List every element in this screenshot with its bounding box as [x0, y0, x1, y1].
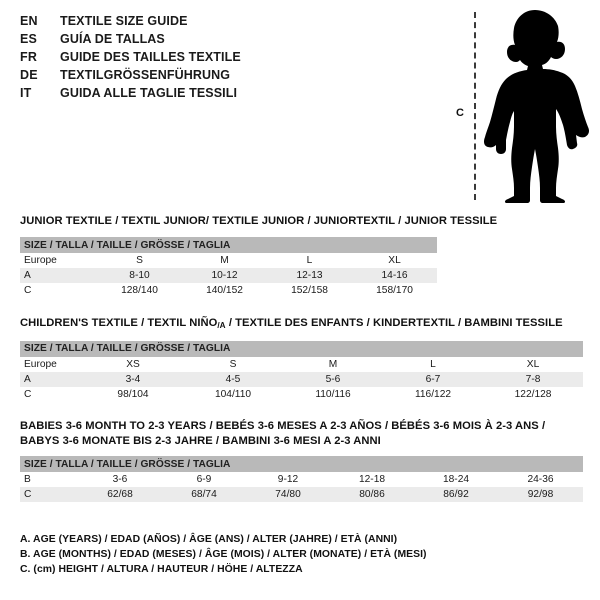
height-measure-line: [474, 12, 476, 200]
cell: 80/86: [330, 487, 414, 502]
table-header-row: SIZE / TALLA / TAILLE / GRÖSSE / TAGLIA: [20, 340, 584, 357]
language-title: GUÍA DE TALLAS: [60, 32, 165, 46]
section-title-children: CHILDREN'S TEXTILE / TEXTIL NIÑO/A / TEX…: [20, 316, 585, 333]
legend-block: A. AGE (YEARS) / EDAD (AÑOS) / ÂGE (ANS)…: [20, 532, 580, 577]
cell: 8-10: [97, 268, 182, 283]
language-row: DE TEXTILGRÖSSENFÜHRUNG: [20, 66, 440, 84]
table-row: C 62/68 68/74 74/80 80/86 86/92 92/98: [20, 487, 584, 502]
title-part-suffix: / TEXTILE DES ENFANTS / KINDERTEXTIL / B…: [225, 317, 563, 329]
cell: 92/98: [498, 487, 584, 502]
cell: M: [283, 356, 383, 372]
row-label: C: [20, 283, 97, 298]
language-title: TEXTILE SIZE GUIDE: [60, 14, 188, 28]
cell: 74/80: [246, 487, 330, 502]
cell: 6-7: [383, 371, 483, 387]
table-row: Europe S M L XL: [20, 253, 438, 268]
cell: XL: [352, 253, 438, 268]
cell: 5-6: [283, 371, 383, 387]
cell: 98/104: [83, 386, 183, 402]
cell: 158/170: [352, 283, 438, 298]
table-children: SIZE / TALLA / TAILLE / GRÖSSE / TAGLIA …: [20, 340, 584, 402]
legend-line-a: A. AGE (YEARS) / EDAD (AÑOS) / ÂGE (ANS)…: [20, 534, 398, 545]
height-measure-label: C: [456, 107, 464, 119]
language-header: EN TEXTILE SIZE GUIDE ES GUÍA DE TALLAS …: [20, 12, 440, 102]
table-row: A 3-4 4-5 5-6 6-7 7-8: [20, 371, 584, 387]
row-label: Europe: [20, 356, 83, 372]
cell: 14-16: [352, 268, 438, 283]
cell: 12-13: [267, 268, 352, 283]
cell: 7-8: [483, 371, 584, 387]
cell: 18-24: [414, 472, 498, 487]
language-code: EN: [20, 14, 38, 28]
language-row: FR GUIDE DES TAILLES TEXTILE: [20, 48, 440, 66]
language-title: GUIDE DES TAILLES TEXTILE: [60, 50, 241, 64]
language-code: DE: [20, 68, 38, 82]
table-header-row: SIZE / TALLA / TAILLE / GRÖSSE / TAGLIA: [20, 456, 584, 472]
language-title: TEXTILGRÖSSENFÜHRUNG: [60, 68, 231, 82]
cell: 24-36: [498, 472, 584, 487]
cell: S: [97, 253, 182, 268]
size-header-label: SIZE / TALLA / TAILLE / GRÖSSE / TAGLIA: [20, 456, 584, 472]
language-code: FR: [20, 50, 38, 64]
size-header-label: SIZE / TALLA / TAILLE / GRÖSSE / TAGLIA: [20, 237, 438, 253]
section-title-junior: JUNIOR TEXTILE / TEXTIL JUNIOR/ TEXTILE …: [20, 215, 498, 227]
section-title-babies-line2: BABYS 3-6 MONATE BIS 2-3 JAHRE / BAMBINI…: [20, 435, 381, 447]
cell: 122/128: [483, 386, 584, 402]
cell: 86/92: [414, 487, 498, 502]
cell: 128/140: [97, 283, 182, 298]
legend-line-b: B. AGE (MONTHS) / EDAD (MESES) / ÂGE (MO…: [20, 549, 427, 560]
row-label: C: [20, 487, 78, 502]
cell: 3-4: [83, 371, 183, 387]
toddler-silhouette-icon: [484, 10, 589, 203]
title-part-sub: /A: [217, 320, 226, 330]
row-label: A: [20, 371, 83, 387]
language-code: ES: [20, 32, 38, 46]
row-label: A: [20, 268, 97, 283]
cell: 62/68: [78, 487, 162, 502]
table-row: C 98/104 104/110 110/116 116/122 122/128: [20, 386, 584, 402]
table-row: Europe XS S M L XL: [20, 356, 584, 372]
language-row: EN TEXTILE SIZE GUIDE: [20, 12, 440, 30]
cell: 6-9: [162, 472, 246, 487]
cell: 140/152: [182, 283, 267, 298]
cell: 9-12: [246, 472, 330, 487]
cell: L: [267, 253, 352, 268]
cell: XL: [483, 356, 584, 372]
cell: 104/110: [183, 386, 283, 402]
table-babies: SIZE / TALLA / TAILLE / GRÖSSE / TAGLIA …: [20, 456, 584, 502]
cell: XS: [83, 356, 183, 372]
cell: 3-6: [78, 472, 162, 487]
cell: 116/122: [383, 386, 483, 402]
table-row: B 3-6 6-9 9-12 12-18 18-24 24-36: [20, 472, 584, 487]
cell: 110/116: [283, 386, 383, 402]
cell: S: [183, 356, 283, 372]
table-row: A 8-10 10-12 12-13 14-16: [20, 268, 438, 283]
language-code: IT: [20, 86, 32, 100]
size-header-label: SIZE / TALLA / TAILLE / GRÖSSE / TAGLIA: [20, 340, 584, 357]
legend-line-c: C. (cm) HEIGHT / ALTURA / HAUTEUR / HÖHE…: [20, 564, 303, 575]
language-row: ES GUÍA DE TALLAS: [20, 30, 440, 48]
language-row: IT GUIDA ALLE TAGLIE TESSILI: [20, 84, 440, 102]
title-part-prefix: CHILDREN'S TEXTILE / TEXTIL NIÑO: [20, 317, 218, 329]
table-junior: SIZE / TALLA / TAILLE / GRÖSSE / TAGLIA …: [20, 237, 438, 298]
cell: L: [383, 356, 483, 372]
section-junior: JUNIOR TEXTILE / TEXTIL JUNIOR/ TEXTILE …: [20, 214, 498, 298]
table-header-row: SIZE / TALLA / TAILLE / GRÖSSE / TAGLIA: [20, 237, 438, 253]
section-babies: BABIES 3-6 MONTH TO 2-3 YEARS / BEBÉS 3-…: [20, 419, 585, 502]
section-title-babies-line1: BABIES 3-6 MONTH TO 2-3 YEARS / BEBÉS 3-…: [20, 420, 546, 432]
cell: 4-5: [183, 371, 283, 387]
row-label: Europe: [20, 253, 97, 268]
row-label: B: [20, 472, 78, 487]
cell: 10-12: [182, 268, 267, 283]
row-label: C: [20, 386, 83, 402]
table-row: C 128/140 140/152 152/158 158/170: [20, 283, 438, 298]
cell: 12-18: [330, 472, 414, 487]
section-children: CHILDREN'S TEXTILE / TEXTIL NIÑO/A / TEX…: [20, 316, 585, 402]
cell: M: [182, 253, 267, 268]
cell: 68/74: [162, 487, 246, 502]
cell: 152/158: [267, 283, 352, 298]
height-figure: C: [450, 0, 600, 210]
language-title: GUIDA ALLE TAGLIE TESSILI: [60, 86, 238, 100]
